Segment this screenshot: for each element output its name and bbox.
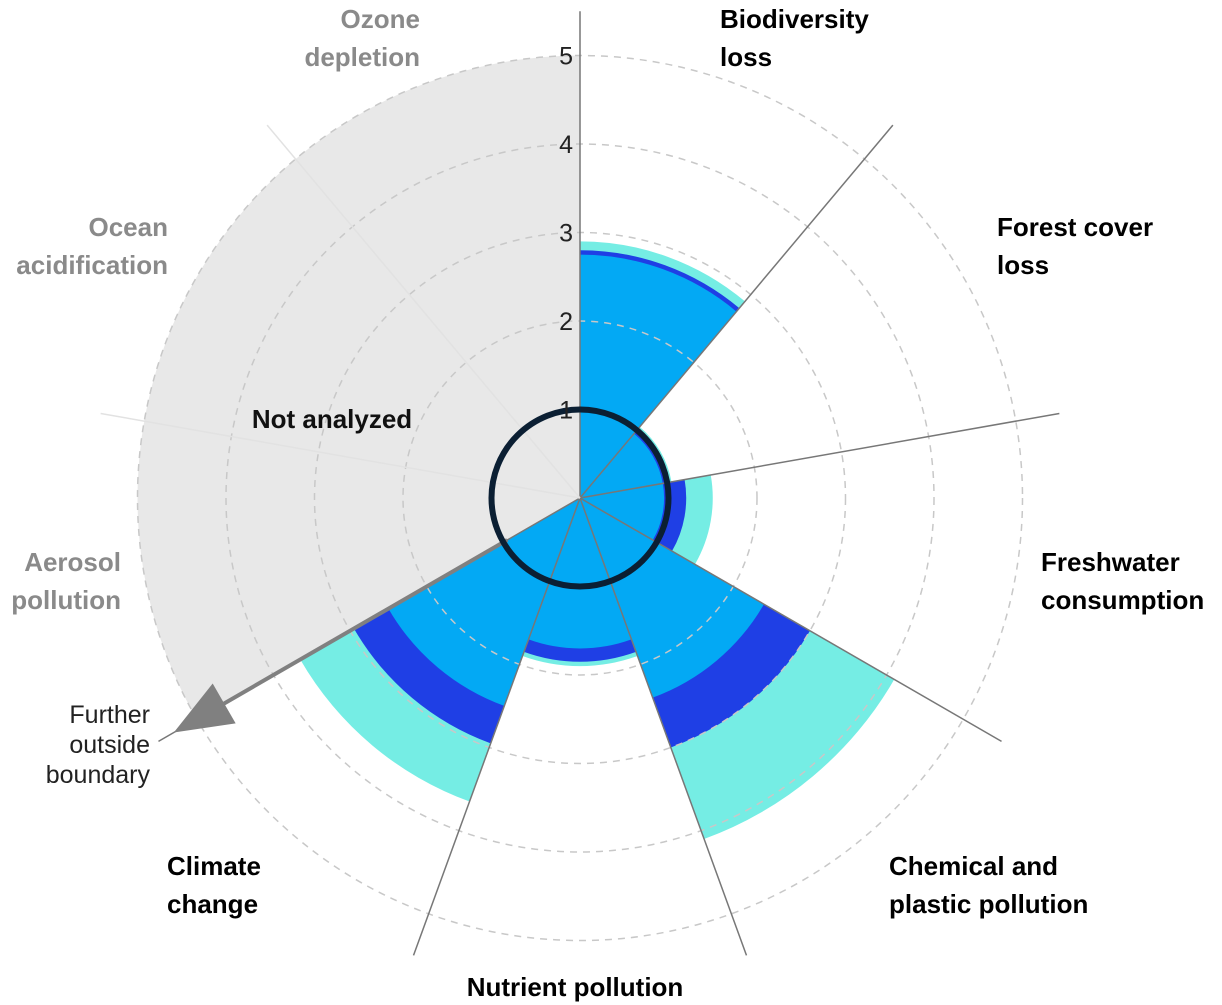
radial-tick-label: 4 [559, 131, 573, 159]
category-label-line: consumption [1041, 585, 1204, 615]
category-label-line: Ocean [89, 212, 169, 242]
radial-axis [579, 497, 1002, 743]
radial-axis [579, 124, 894, 499]
sector-bar-base [580, 483, 665, 541]
category-label-line: Freshwater [1041, 547, 1180, 577]
category-label-line: loss [720, 42, 772, 72]
radial-axis [579, 412, 1060, 499]
category-label-line: Biodiversity [720, 4, 869, 34]
note-line: outside [69, 731, 150, 759]
note-line: boundary [46, 761, 151, 789]
category-label-line: Chemical and [889, 851, 1058, 881]
category-label-line: Aerosol [24, 547, 121, 577]
category-label-line: change [167, 889, 258, 919]
note-line: Further [69, 701, 150, 729]
category-label: Nutrient pollution [467, 972, 684, 1002]
category-label-line: Ozone [341, 4, 420, 34]
radial-tick-label: 1 [559, 397, 573, 425]
not-analyzed-label: Not analyzed [252, 404, 412, 434]
category-label-line: Forest cover [997, 212, 1153, 242]
category-label-line: loss [997, 250, 1049, 280]
further-outside-boundary-note: Further outside boundary [46, 701, 151, 789]
further-outside-arrow-shaft [191, 538, 509, 724]
radial-tick-label: 5 [559, 43, 573, 71]
category-label-line: acidification [16, 250, 168, 280]
sector-bar-base [388, 498, 580, 706]
radial-tick-label: 2 [559, 308, 573, 336]
radial-axis [412, 497, 581, 956]
not-analyzed-wedge [137, 55, 580, 720]
sector-bar-base [580, 498, 764, 698]
further-outside-arrow-head [173, 683, 236, 733]
category-label: Ocean acidification [16, 212, 168, 280]
sector-bar-base [580, 433, 663, 498]
category-label: Chemical and plastic pollution [889, 851, 1088, 919]
category-labels-layer: Biodiversity loss Forest cover loss Freshwat… [11, 4, 1204, 1002]
category-label: Aerosol pollution [11, 547, 121, 615]
sector-bar-base [528, 498, 632, 649]
category-label-line: Climate [167, 851, 261, 881]
axes-layer [100, 11, 1060, 956]
category-label-line: Nutrient pollution [467, 972, 684, 1002]
category-label-line: pollution [11, 585, 121, 615]
radial-tick-label: 3 [559, 220, 573, 248]
tick-labels-layer: 1 2 3 4 5 [559, 43, 573, 425]
boundary-layer [488, 406, 672, 590]
category-label: Forest cover loss [997, 212, 1153, 280]
radial-axis [100, 412, 581, 499]
sectors-layer [137, 55, 895, 839]
category-label-line: depletion [304, 42, 420, 72]
category-label-line: plastic pollution [889, 889, 1088, 919]
radial-axis [266, 124, 581, 499]
notes-layer: Not analyzed Further outside boundary [46, 404, 412, 789]
sector-bar-base [580, 254, 737, 498]
safe-boundary-circle [488, 406, 672, 590]
category-label: Ozone depletion [304, 4, 420, 72]
category-label: Climate change [167, 851, 261, 919]
category-label: Biodiversity loss [720, 4, 869, 72]
category-label: Freshwater consumption [1041, 547, 1204, 615]
radial-axis [579, 497, 748, 956]
